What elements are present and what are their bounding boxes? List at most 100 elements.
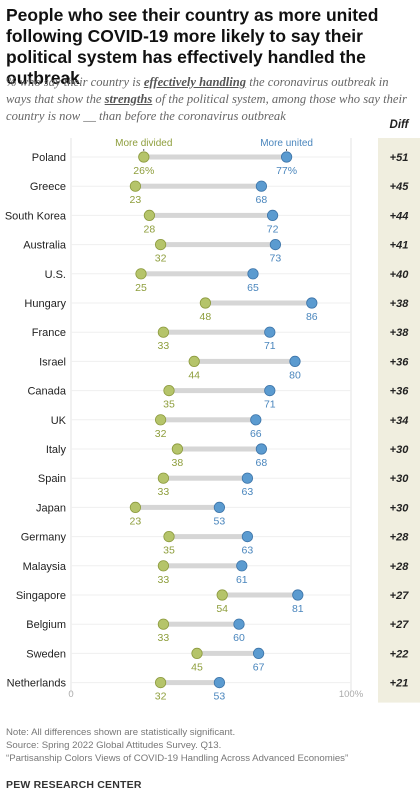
country-label: Sweden [26, 648, 66, 660]
subtitle-emphasis-2: strengths [104, 92, 153, 106]
value-label-more-united: 67 [253, 661, 265, 673]
connector-bar [160, 417, 256, 423]
value-label-more-united: 81 [292, 603, 304, 615]
value-label-more-divided: 28 [144, 223, 156, 235]
subtitle-emphasis-1: effectively handling [143, 75, 247, 89]
dot-more-united [213, 676, 225, 689]
dot-more-divided [155, 676, 167, 689]
value-label-more-divided: 32 [155, 253, 167, 265]
connector-bar [163, 621, 239, 627]
value-label-more-divided: 26% [133, 165, 154, 177]
chart-title: People who see their country as more uni… [6, 5, 379, 88]
dot-more-divided [143, 209, 155, 221]
diff-value: +44 [390, 210, 409, 222]
country-label: Canada [27, 386, 66, 398]
dot-more-united [247, 268, 259, 280]
diff-value: +30 [390, 444, 410, 456]
dot-more-united [264, 384, 276, 397]
diff-value: +30 [390, 502, 410, 514]
legend-more-united: More united [260, 138, 313, 149]
value-label-more-divided: 44 [188, 369, 200, 381]
dot-more-united [213, 501, 225, 513]
dot-more-united [264, 326, 276, 338]
country-label: Italy [46, 444, 67, 456]
value-label-more-divided: 32 [155, 428, 167, 440]
brand-logo-text: PEW RESEARCH CENTER [6, 779, 142, 791]
value-label-more-united: 71 [264, 399, 276, 411]
dot-more-united [280, 151, 293, 163]
connector-bar [141, 271, 253, 277]
diff-value: +21 [390, 678, 409, 690]
diff-header: Diff [390, 119, 410, 131]
dot-more-divided [138, 151, 150, 163]
value-label-more-united: 86 [306, 311, 318, 323]
value-label-more-united: 63 [242, 486, 254, 498]
dot-more-divided [155, 414, 167, 426]
dot-more-united [250, 414, 262, 426]
value-label-more-divided: 45 [191, 661, 203, 673]
value-label-more-divided: 23 [130, 515, 142, 527]
connector-bar [163, 563, 242, 569]
dot-more-divided [171, 443, 183, 455]
dot-more-united [233, 618, 245, 630]
diff-value: +30 [390, 473, 410, 485]
dot-more-divided [157, 326, 169, 338]
value-label-more-united: 68 [256, 457, 268, 469]
connector-bar [163, 329, 270, 335]
connector-bar [194, 358, 295, 364]
value-label-more-united: 72 [267, 223, 279, 235]
dot-more-united [289, 355, 301, 367]
diff-value: +27 [390, 619, 410, 631]
value-label-more-divided: 35 [163, 399, 175, 411]
footer-note: Note: All differences shown are statisti… [6, 727, 236, 738]
connector-bar [160, 680, 220, 686]
value-label-more-divided: 35 [163, 545, 175, 557]
country-label: Germany [21, 532, 67, 544]
dot-more-divided [157, 618, 169, 630]
diff-value: +27 [390, 590, 410, 602]
value-label-more-united: 66 [250, 428, 262, 440]
dot-more-divided [191, 647, 203, 660]
dot-more-united [306, 297, 318, 309]
country-label: Netherlands [7, 678, 67, 690]
diff-column-background [378, 138, 420, 703]
value-label-more-divided: 32 [155, 691, 167, 703]
dot-more-united [253, 647, 265, 660]
country-label: Singapore [16, 590, 66, 602]
value-label-more-divided: 23 [130, 194, 142, 206]
diff-value: +34 [390, 415, 409, 427]
diff-value: +36 [390, 356, 410, 368]
subtitle-part-1: % who say their country is [6, 75, 144, 89]
connector-bar [197, 650, 259, 656]
footer-report: “Partisanship Colors Views of COVID-19 H… [6, 753, 349, 764]
connector-bar [222, 592, 298, 598]
diff-value: +41 [390, 240, 409, 252]
subtitle-part-3: of the political system, among those who… [6, 92, 407, 123]
connector-bar [169, 388, 270, 394]
dot-more-divided [216, 589, 228, 601]
x-tick-label: 0 [68, 689, 73, 700]
dot-more-divided [199, 297, 211, 309]
connector-bar [149, 212, 273, 218]
dot-more-united [241, 530, 253, 543]
diff-value: +40 [390, 269, 410, 281]
dot-more-united [241, 472, 253, 484]
value-label-more-united: 61 [236, 574, 248, 586]
dot-more-united [292, 589, 304, 601]
dot-more-united [255, 180, 267, 192]
dot-more-divided [155, 239, 167, 251]
dot-more-divided [135, 268, 147, 280]
value-label-more-divided: 38 [172, 457, 184, 469]
value-label-more-divided: 48 [200, 311, 212, 323]
connector-bar [160, 242, 276, 248]
legend-more-divided: More divided [115, 138, 172, 149]
value-label-more-divided: 54 [216, 603, 228, 615]
dot-more-united [269, 239, 281, 251]
dot-more-divided [157, 560, 169, 572]
value-label-more-united: 77% [276, 165, 297, 177]
dot-more-united [255, 443, 267, 455]
connector-bar [205, 300, 312, 306]
diff-value: +38 [390, 298, 410, 310]
diff-value: +22 [390, 648, 409, 660]
value-label-more-divided: 33 [158, 340, 170, 352]
